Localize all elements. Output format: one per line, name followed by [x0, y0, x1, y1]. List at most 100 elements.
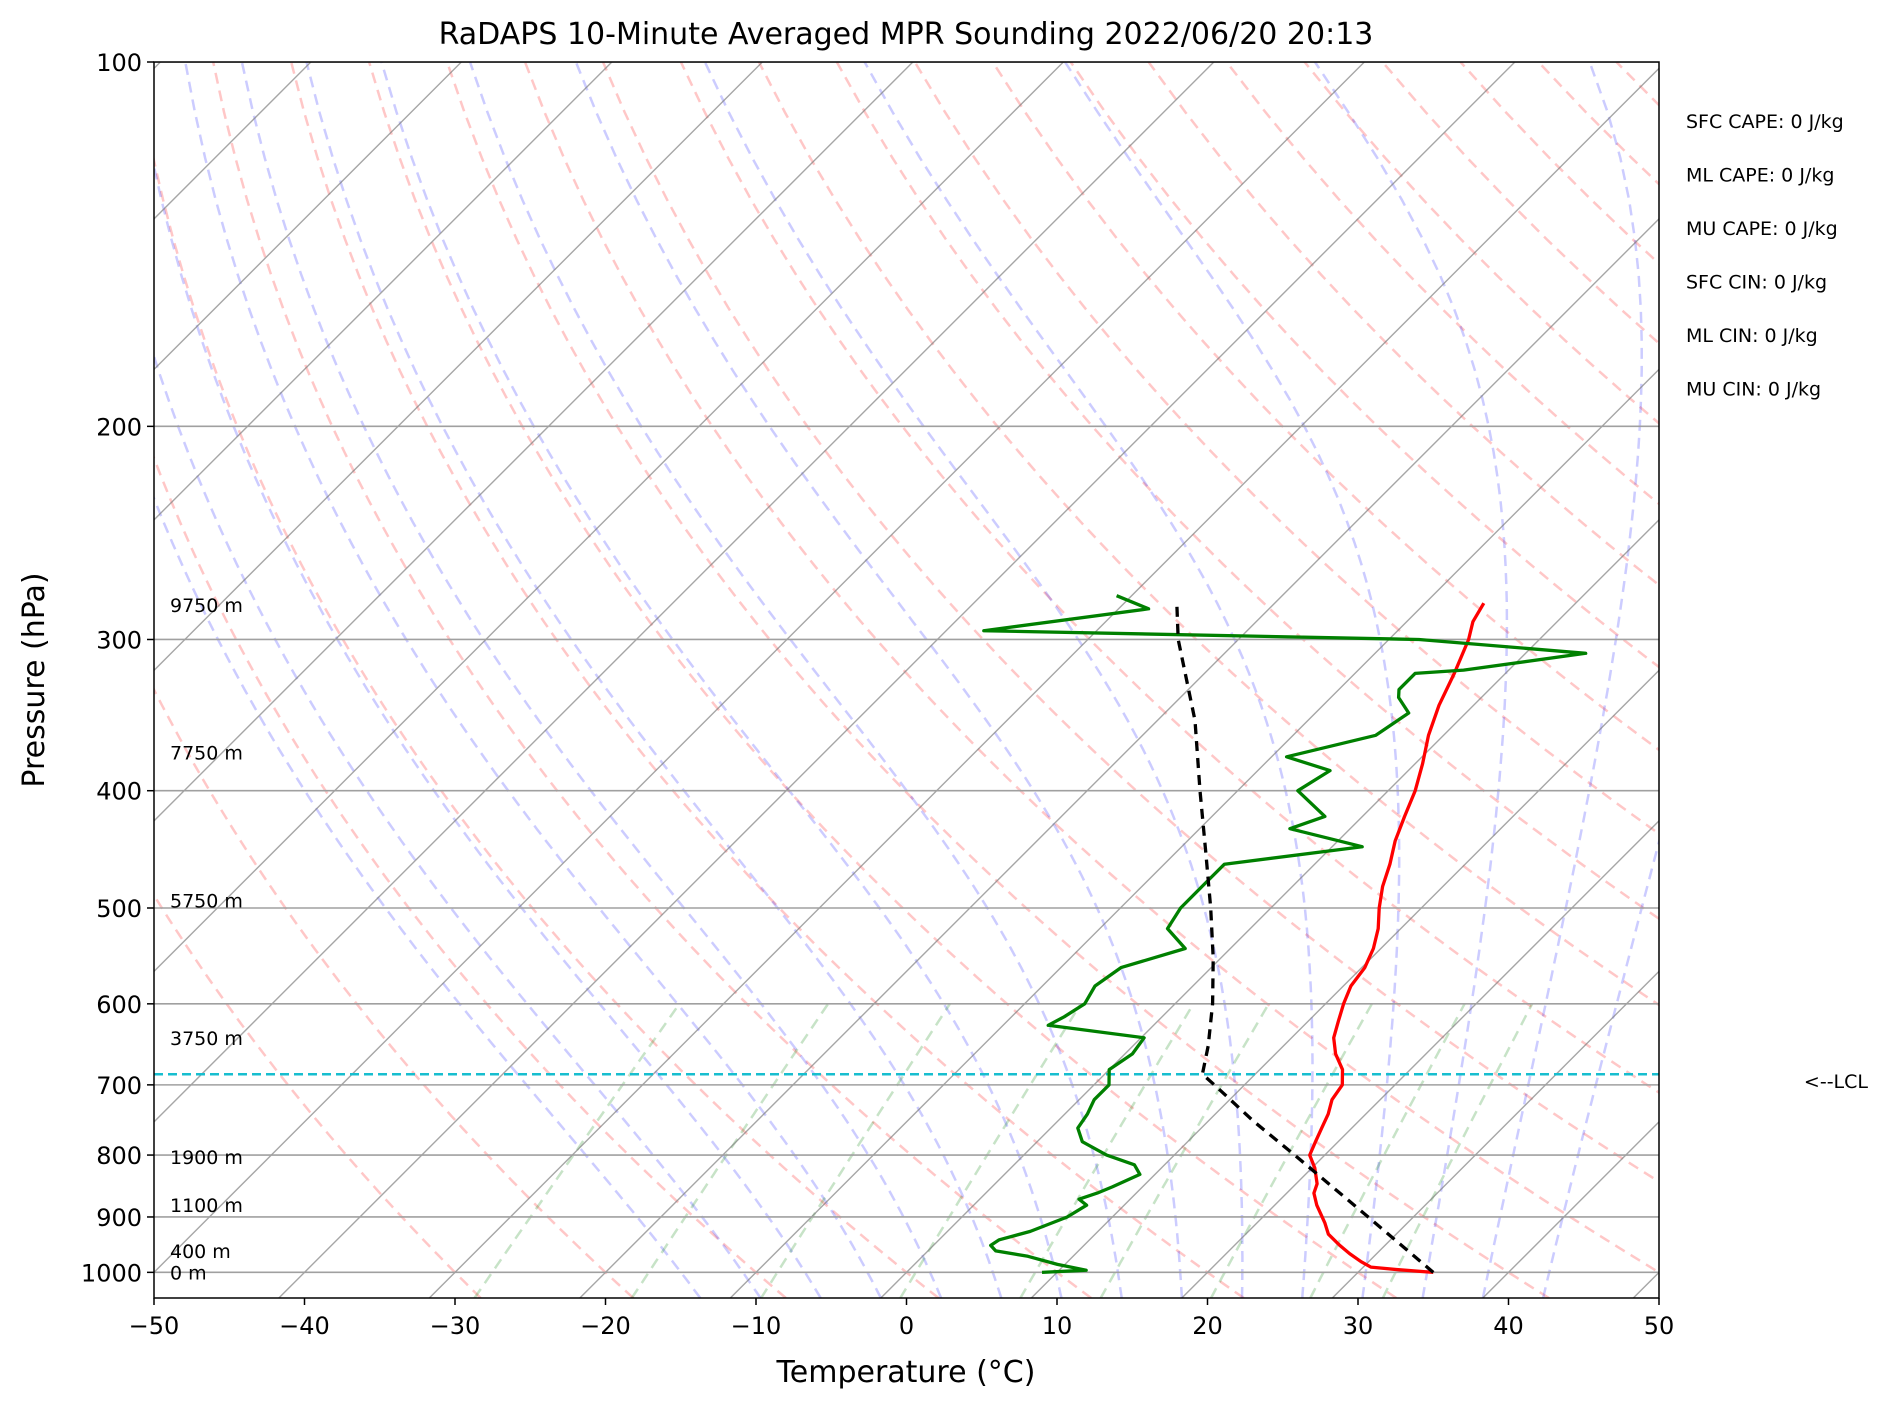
dry-adiabat — [991, 62, 1659, 752]
isotherm — [1181, 819, 1659, 1298]
x-tick-label: 10 — [1042, 1312, 1073, 1340]
moist-adiabat — [184, 62, 883, 1298]
x-tick-label: 0 — [899, 1312, 914, 1340]
dry-adiabat — [154, 154, 940, 1298]
isotherm — [154, 62, 914, 822]
y-tick-label: 800 — [96, 1142, 142, 1170]
x-tick-label: 40 — [1493, 1312, 1524, 1340]
moist-adiabat — [468, 62, 1123, 1298]
moist-adiabat — [305, 62, 1003, 1298]
mixing-ratio-line — [760, 1003, 951, 1298]
height-label: 3750 m — [170, 1028, 243, 1050]
isotherm — [154, 62, 462, 371]
isotherm — [1632, 1271, 1659, 1298]
chart-title: RaDAPS 10-Minute Averaged MPR Sounding 2… — [439, 17, 1374, 52]
mixing-ratio-line — [1099, 1003, 1270, 1298]
dry-adiabat — [679, 62, 1659, 1095]
dry-adiabat — [601, 62, 1659, 1184]
index-label: MU CIN: 0 J/kg — [1686, 379, 1821, 401]
isotherm — [428, 67, 1659, 1298]
y-tick-label: 700 — [96, 1072, 142, 1100]
isotherm — [278, 62, 1516, 1298]
dry-adiabat — [211, 62, 1092, 1298]
pressure-gridlines — [154, 62, 1659, 1274]
index-label: MU CAPE: 0 J/kg — [1686, 218, 1838, 240]
mixing-ratio-line — [1209, 1003, 1373, 1298]
index-label: ML CAPE: 0 J/kg — [1686, 165, 1834, 187]
mixing-ratio-line — [473, 1003, 681, 1298]
mixing-ratio-line — [899, 1003, 1082, 1298]
background-lines — [0, 62, 1882, 1298]
moist-adiabat — [1063, 62, 1401, 1298]
height-label: 1900 m — [170, 1147, 243, 1169]
isotherm — [154, 62, 613, 521]
dry-adiabat — [523, 62, 1659, 1274]
y-tick-label: 300 — [96, 626, 142, 654]
isotherm — [154, 62, 1215, 1123]
dry-adiabat — [1069, 62, 1659, 669]
lcl-group: <--LCL — [154, 1071, 1868, 1093]
stability-indices: SFC CAPE: 0 J/kg ML CAPE: 0 J/kg MU CAPE: … — [1686, 111, 1844, 401]
y-tick-label: 200 — [96, 413, 142, 441]
temperature-line — [1308, 602, 1486, 1275]
isotherm — [154, 62, 763, 672]
height-label: 5750 m — [170, 891, 243, 913]
height-label: 400 m — [170, 1241, 231, 1263]
dry-adiabat — [367, 62, 1398, 1298]
dry-adiabat — [154, 892, 482, 1298]
isotherm — [0, 62, 10, 1298]
isotherm — [154, 62, 1064, 973]
height-label: 1100 m — [170, 1195, 243, 1217]
y-tick-label: 100 — [96, 49, 142, 77]
y-axis-title: Pressure (hPa) — [17, 572, 52, 787]
dry-adiabat — [835, 62, 1659, 921]
dry-adiabat — [154, 687, 635, 1298]
x-axis-title: Temperature (°C) — [776, 1355, 1036, 1390]
height-label: 9750 m — [170, 595, 243, 617]
moist-adiabat — [703, 62, 1244, 1298]
dry-adiabat — [154, 454, 787, 1298]
isotherm — [729, 368, 1659, 1298]
mixing-ratio-line — [1309, 1003, 1466, 1298]
isotherm — [1030, 669, 1659, 1298]
dry-adiabat — [1537, 62, 1659, 186]
dewpoint-line — [982, 594, 1588, 1275]
dry-adiabat — [1694, 62, 1882, 1298]
moist-adiabat — [1481, 62, 1643, 1298]
mixing-ratio-line — [1381, 1003, 1534, 1298]
mixing-ratio-line — [630, 1003, 830, 1298]
height-label: 0 m — [170, 1262, 207, 1284]
parcel-path-line — [1175, 603, 1435, 1274]
dry-adiabat — [289, 62, 1245, 1298]
index-label: SFC CAPE: 0 J/kg — [1686, 111, 1844, 133]
x-tick-label: −40 — [279, 1312, 330, 1340]
moist-adiabat — [1541, 836, 1659, 1298]
y-axis-ticks: 100 200 300 400 500 600 700 800 900 1000 — [81, 49, 154, 1287]
x-tick-label: 20 — [1192, 1312, 1223, 1340]
dry-adiabat — [757, 62, 1659, 1007]
dry-adiabat — [1459, 62, 1659, 266]
dry-adiabat — [1381, 62, 1659, 345]
isotherm — [579, 217, 1659, 1298]
moist-adiabat — [154, 352, 762, 1298]
moist-adiabat — [380, 62, 1063, 1298]
x-tick-label: −10 — [731, 1312, 782, 1340]
plot-frame — [153, 61, 1660, 1299]
x-tick-label: 50 — [1644, 1312, 1675, 1340]
moist-adiabat — [154, 495, 702, 1298]
index-label: SFC CIN: 0 J/kg — [1686, 272, 1827, 294]
dry-adiabat — [1147, 62, 1659, 587]
dry-adiabat — [1615, 62, 1659, 107]
y-tick-label: 600 — [96, 991, 142, 1019]
dry-adiabat — [913, 62, 1659, 836]
lcl-label: <--LCL — [1804, 1071, 1868, 1093]
x-tick-label: −30 — [430, 1312, 481, 1340]
moist-adiabat — [574, 62, 1184, 1298]
y-tick-label: 400 — [96, 778, 142, 806]
moist-adiabat — [240, 62, 943, 1298]
dry-adiabat — [445, 62, 1550, 1298]
x-tick-label: 30 — [1343, 1312, 1374, 1340]
x-axis-ticks: −50 −40 −30 −20 −10 0 10 20 30 40 50 — [129, 1298, 1675, 1340]
y-tick-label: 500 — [96, 895, 142, 923]
